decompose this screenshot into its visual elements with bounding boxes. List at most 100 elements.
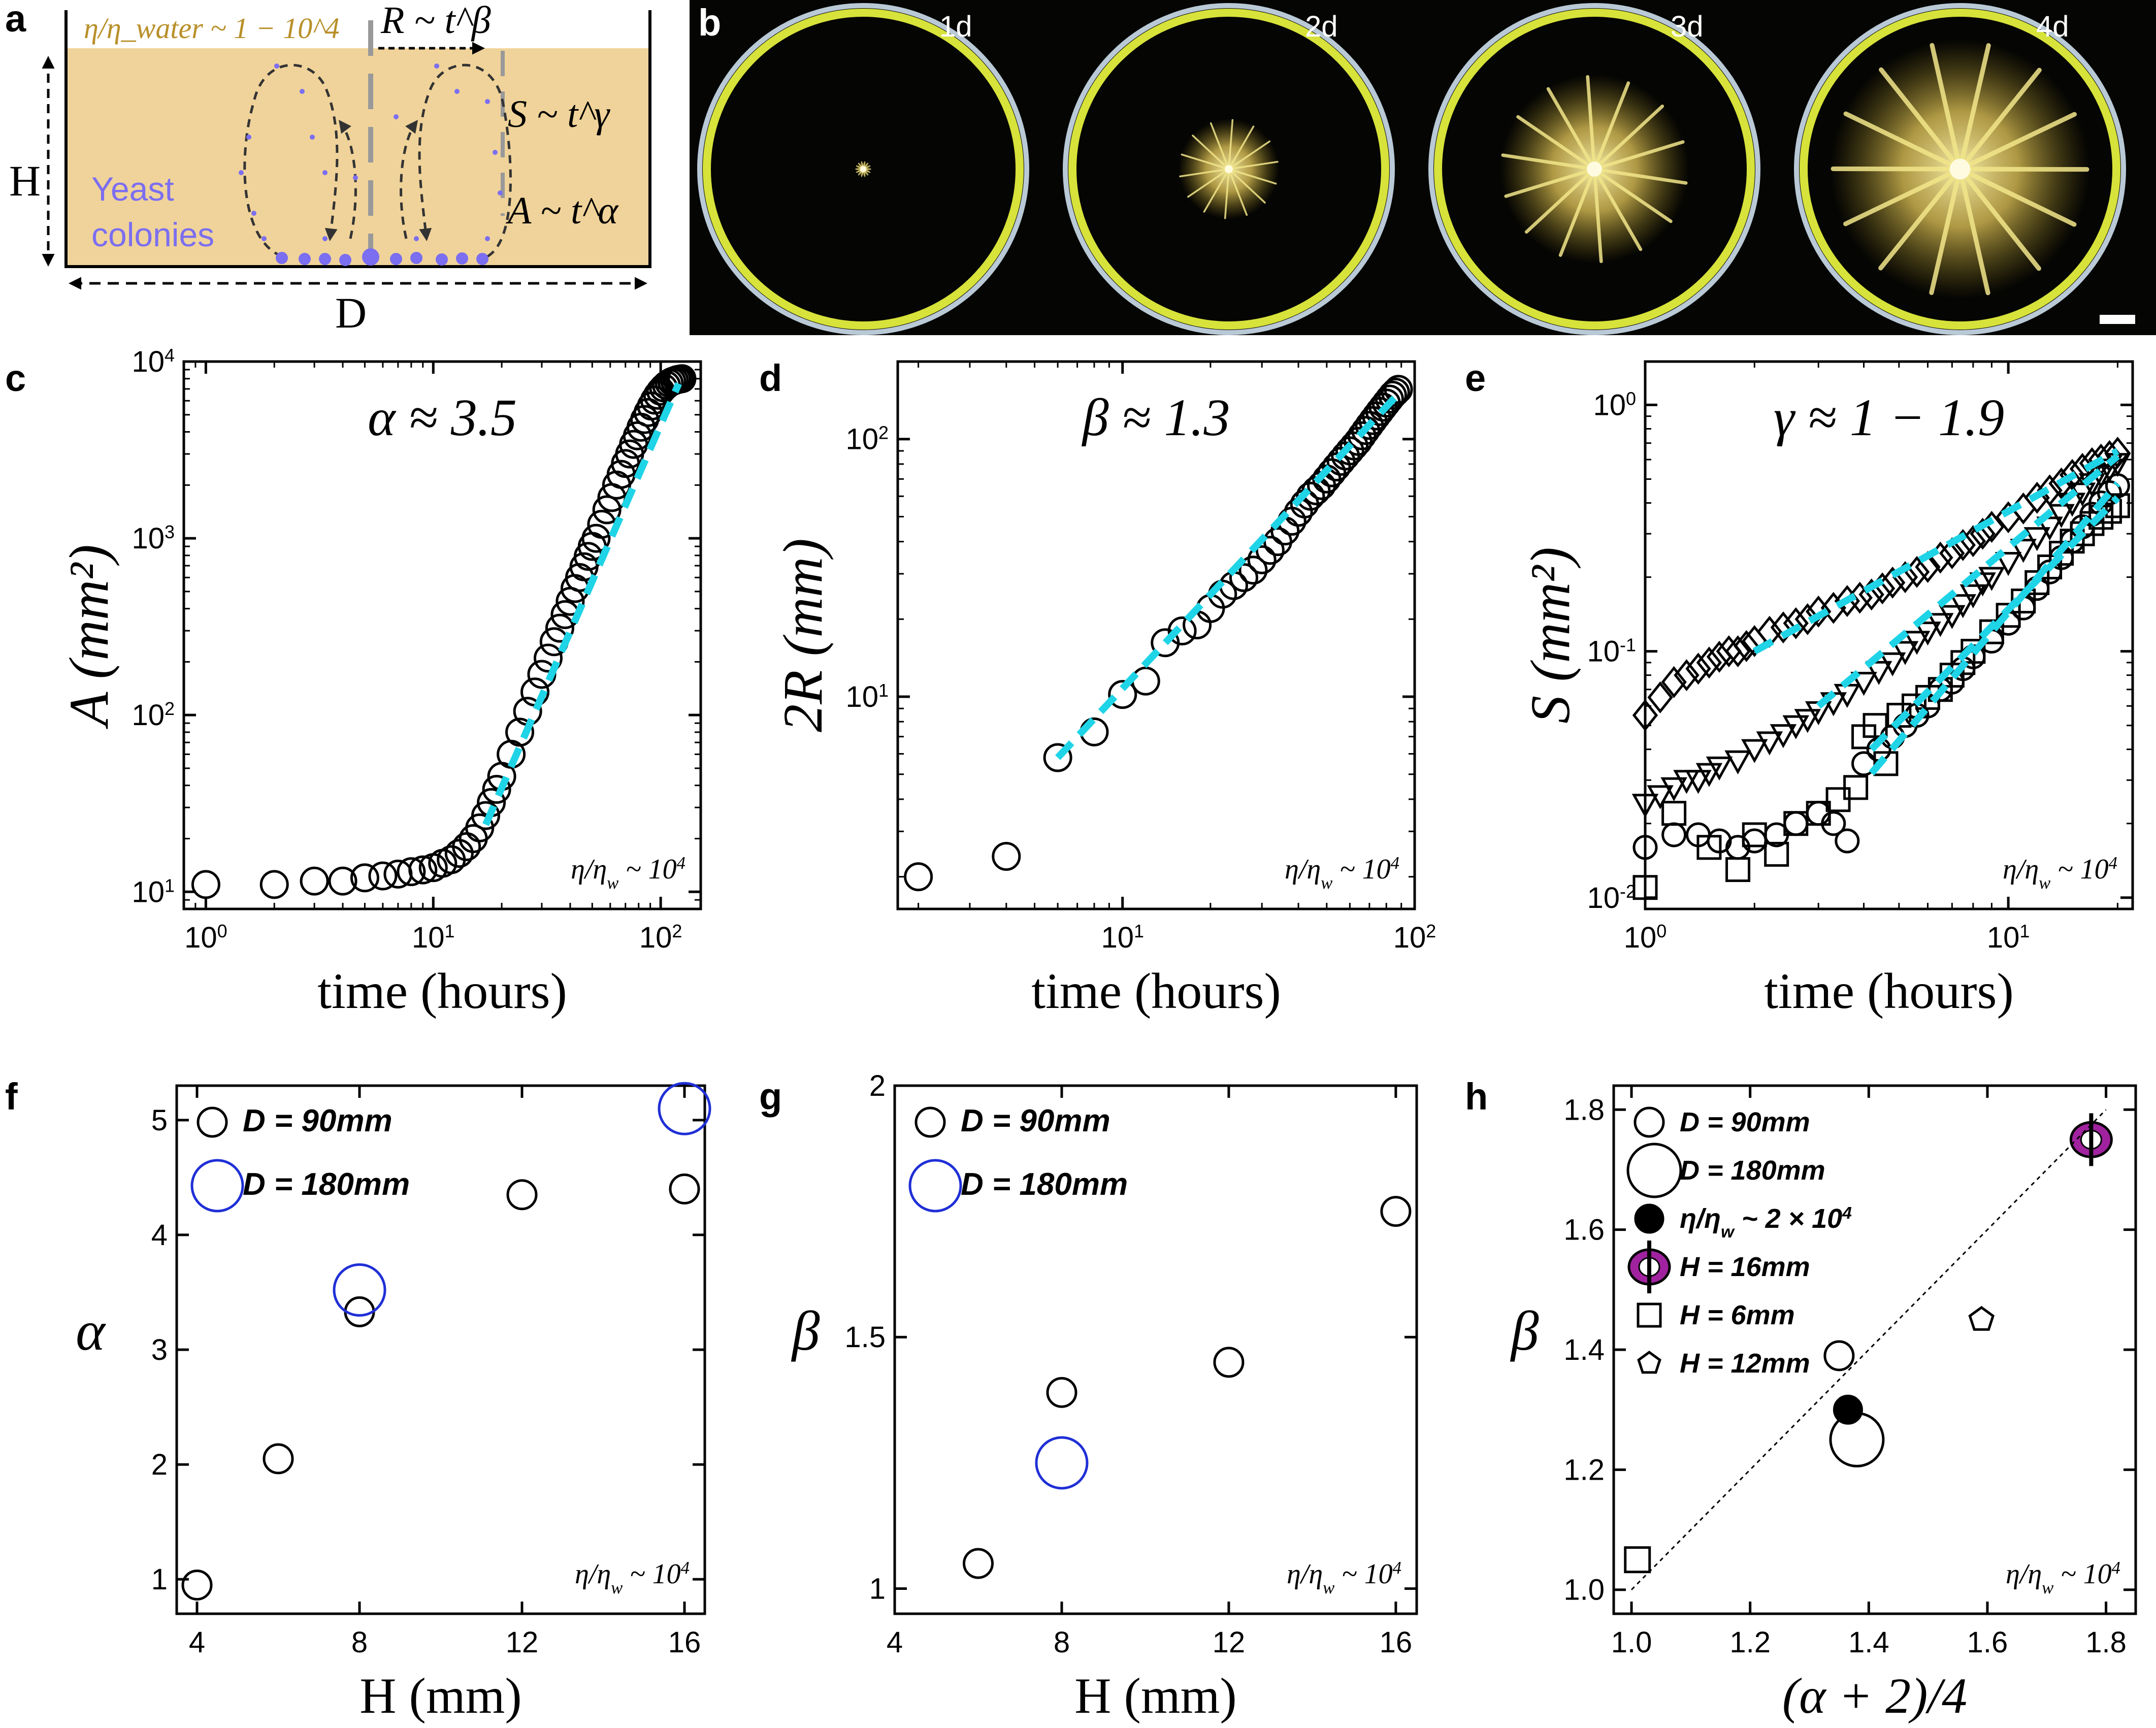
panel-label-h: h xyxy=(1465,1075,1488,1118)
x-axis-label: (α + 2)/4 xyxy=(1782,1668,1967,1724)
data-point-circle xyxy=(1351,416,1381,445)
colony-dot xyxy=(390,253,402,265)
legend-label: D = 180mm xyxy=(243,1167,410,1202)
data-point-square xyxy=(2105,493,2130,518)
data-point-circle xyxy=(1167,616,1197,646)
data-point-diamond xyxy=(1805,595,1832,628)
panel-b-photos: b 1d 2d 3d 4d xyxy=(690,0,2156,335)
data-point-diamond xyxy=(1858,578,1884,611)
chart-annotation: η/ηw ~ 104 xyxy=(1285,853,1399,893)
data-point-circle xyxy=(1043,743,1072,772)
x-axis-label: time (hours) xyxy=(1764,963,2014,1019)
fit-line-fit4 xyxy=(1869,481,2120,776)
flow-arrow-inner-right xyxy=(400,119,418,239)
chart-g: 4 8 12 16 1 1.5 2 H (mm) β η/ηw ~ 104 D = 90mm D = … xyxy=(791,1069,1418,1724)
y-tick-label: 3 xyxy=(151,1333,168,1366)
data-point-triangle-down xyxy=(1724,750,1751,775)
data-point-filled-circle xyxy=(1833,1394,1863,1425)
data-point-circle xyxy=(904,862,933,892)
colony-branch xyxy=(1592,81,1630,171)
data-point-diamond xyxy=(1647,681,1673,713)
colony-branch xyxy=(1210,122,1230,170)
yeast-colonies xyxy=(239,63,503,266)
y-axis-label: α xyxy=(76,1300,106,1362)
legend-marker-square xyxy=(1637,1302,1662,1328)
y-tick-label: 102 xyxy=(845,422,889,456)
data-point-triangle-down xyxy=(1782,715,1810,739)
data-point-square xyxy=(1632,875,1658,900)
legend-marker-pentagon xyxy=(1637,1350,1661,1374)
data-point-triangle-down xyxy=(1879,652,1906,676)
legend-label: D = 180mm xyxy=(1680,1155,1825,1186)
data-point-circle xyxy=(1632,835,1658,860)
data-point-circle xyxy=(1707,828,1732,854)
data-point-small-circle xyxy=(1213,1347,1245,1378)
data-point-square xyxy=(1863,713,1888,738)
data-point-circle xyxy=(1821,811,1846,836)
colony-branch xyxy=(1228,168,1277,185)
data-point-diamond xyxy=(2059,459,2085,491)
fluid-region xyxy=(66,48,650,267)
legend-marker-phi xyxy=(1627,1241,1671,1293)
data-point-circle xyxy=(505,718,535,747)
data-point-circle xyxy=(328,866,357,896)
x-tick-label: 100 xyxy=(184,921,227,955)
colonies-label-line1: Yeast xyxy=(91,170,174,208)
colony-branch xyxy=(1957,43,1991,172)
colony-branch xyxy=(1957,167,2041,271)
colony-dot xyxy=(274,63,279,69)
data-point-circle xyxy=(667,364,697,394)
dish-center xyxy=(1949,158,1971,180)
data-point-circle xyxy=(1229,563,1258,592)
fit-line-fit2 xyxy=(1816,453,2120,709)
data-point-diamond xyxy=(1716,635,1742,668)
colony-dot xyxy=(239,170,244,175)
legend-marker-large-blue-circle xyxy=(908,1159,962,1213)
colony-branch xyxy=(1228,119,1234,170)
x-tick-label: 16 xyxy=(1380,1626,1413,1659)
data-point-circle xyxy=(471,801,500,830)
x-axis-label: H (mm) xyxy=(360,1668,521,1724)
data-point-triangle-down xyxy=(1741,739,1768,763)
data-point-square xyxy=(1661,801,1687,826)
chart-e: 100 101 10-2 10-1 100 time (hours) S (mm²) γ ≈ … xyxy=(1519,360,2134,1019)
plot-frame xyxy=(893,1084,1418,1615)
data-point-circle xyxy=(1835,828,1860,854)
legend-label: D = 90mm xyxy=(1680,1107,1810,1137)
data-point-square xyxy=(1843,775,1869,800)
data-point-triangle-down xyxy=(2023,527,2050,551)
data-point-diamond xyxy=(1783,607,1809,639)
panel-a-schematic: a η/η_water ~ 1 − 10^4 R ~ t^β S ~ t^γ A… xyxy=(5,0,651,337)
legend-marker-large-circle xyxy=(1626,1143,1682,1198)
data-point-triangle-down xyxy=(2036,516,2063,541)
colony-branch xyxy=(1228,125,1255,170)
data-point-circle xyxy=(350,863,379,893)
fit-line-fit xyxy=(1055,391,1401,760)
y-tick-label: 103 xyxy=(132,521,175,556)
data-point-circle xyxy=(1764,822,1789,847)
colony-branch xyxy=(1181,153,1230,170)
data-point-triangle-down xyxy=(1959,584,1987,608)
colony-dot xyxy=(454,89,460,94)
data-point-circle xyxy=(1381,377,1410,407)
data-point-circle xyxy=(2105,473,2130,499)
legend-label: H = 12mm xyxy=(1680,1348,1810,1379)
x-tick-label: 1.8 xyxy=(2085,1626,2127,1659)
legend-label: η/ηw ~ 2 × 104 xyxy=(1680,1203,1852,1242)
data-point-circle xyxy=(1296,481,1325,511)
fit-line-fit1 xyxy=(1752,448,2119,655)
colony-dot xyxy=(485,99,490,104)
chart-c: 100 101 102 101 102 103 104 time (hours) A (mm²)… xyxy=(58,345,702,1019)
x-tick-label: 1.0 xyxy=(1611,1626,1652,1659)
colony-branch xyxy=(1592,167,1603,264)
dish-rim-outer xyxy=(1794,3,2126,335)
data-point-diamond xyxy=(1706,640,1733,673)
data-point-small-circle xyxy=(1823,1340,1855,1372)
data-point-circle xyxy=(592,495,622,525)
data-point-circle xyxy=(992,841,1021,871)
data-point-triangle-down xyxy=(1978,567,2005,591)
data-point-circle xyxy=(1247,545,1277,574)
data-point-circle xyxy=(1347,421,1377,450)
y-tick-label: 102 xyxy=(132,698,175,732)
